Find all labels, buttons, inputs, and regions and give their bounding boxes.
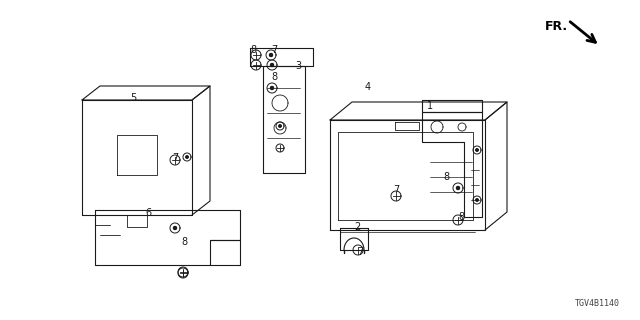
Polygon shape bbox=[271, 63, 273, 67]
Text: 3: 3 bbox=[295, 61, 301, 71]
Text: 1: 1 bbox=[427, 101, 433, 111]
Text: 2: 2 bbox=[354, 222, 360, 232]
Text: 7: 7 bbox=[393, 185, 399, 195]
Polygon shape bbox=[456, 187, 460, 189]
Text: 6: 6 bbox=[145, 208, 151, 218]
Polygon shape bbox=[173, 227, 177, 229]
Text: 7: 7 bbox=[271, 45, 277, 55]
Text: TGV4B1140: TGV4B1140 bbox=[575, 299, 620, 308]
Polygon shape bbox=[186, 156, 188, 158]
Text: 8: 8 bbox=[181, 237, 187, 247]
Text: 7: 7 bbox=[357, 247, 363, 257]
Text: FR.: FR. bbox=[545, 20, 568, 33]
Text: 8: 8 bbox=[458, 212, 464, 222]
Text: 8: 8 bbox=[443, 172, 449, 182]
Text: 4: 4 bbox=[365, 82, 371, 92]
Text: 8: 8 bbox=[250, 45, 256, 55]
Polygon shape bbox=[476, 199, 478, 201]
Text: 5: 5 bbox=[130, 93, 136, 103]
Polygon shape bbox=[476, 149, 478, 151]
Polygon shape bbox=[271, 86, 273, 90]
Text: 7: 7 bbox=[172, 153, 178, 163]
Polygon shape bbox=[269, 53, 273, 57]
Polygon shape bbox=[279, 125, 281, 127]
Text: 8: 8 bbox=[271, 72, 277, 82]
